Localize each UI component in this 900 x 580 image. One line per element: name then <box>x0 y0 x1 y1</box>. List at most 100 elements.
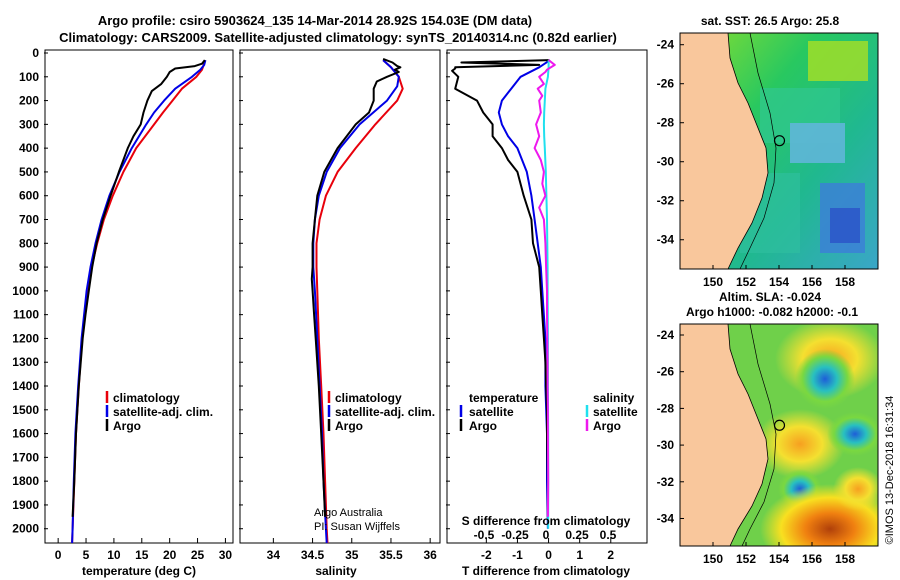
depth-tick-label: 1600 <box>12 427 39 441</box>
salinity-lines <box>310 57 404 544</box>
map-x-tick-label: 150 <box>703 552 723 566</box>
x-tick-label: 2 <box>607 548 614 562</box>
salinity-difference-tick-label: 0.5 <box>600 528 617 542</box>
series-argo <box>71 59 206 517</box>
pi-note: PI: Susan Wijffels <box>314 521 400 533</box>
map-x-tick-label: 152 <box>736 552 756 566</box>
salinity-difference-tick-label: 0 <box>543 528 550 542</box>
depth-tick-label: 100 <box>19 70 39 84</box>
series-t-argo <box>451 59 549 517</box>
sla-low-eddy <box>827 412 878 456</box>
sst-argo-location-marker <box>773 135 786 147</box>
map-y-tick-label: -26 <box>657 77 675 91</box>
x-tick-label: 0 <box>55 548 62 562</box>
legend-climatology-label: climatology <box>113 391 180 405</box>
map-x-tick-label: 156 <box>802 552 822 566</box>
map-y-tick-label: -28 <box>657 116 675 130</box>
x-tick-label: 1 <box>576 548 583 562</box>
depth-tick-label: 1800 <box>12 474 39 488</box>
temperature-panel: 0 5 10 15 20 25 30 temperature (deg C) climato… <box>44 49 234 578</box>
salinity-panel: 34 34.5 35 35.5 36 salinity climatology sate… <box>239 49 441 578</box>
figure-title-line1: Argo profile: csiro 5903624_135 14-Mar-2… <box>98 13 532 28</box>
sst-cool-patch <box>830 208 860 243</box>
sla-high-eddy <box>833 467 878 511</box>
temperature-legend: climatology satellite-adj. clim. Argo <box>105 391 213 433</box>
legend-t-satellite-label: satellite <box>469 405 514 419</box>
series-climatology <box>315 59 404 544</box>
salinity-difference-tick-label: 0.25 <box>565 528 589 542</box>
x-tick-label: 30 <box>219 548 233 562</box>
sst-warm-patch <box>808 41 868 81</box>
legend-salinity-title: salinity <box>593 391 635 405</box>
temperature-plot-frame <box>44 49 234 544</box>
map-y-tick-label: -34 <box>657 511 675 525</box>
map-x-tick-label: 150 <box>703 275 723 289</box>
difference-ticks: -2 -1 0 1 2 <box>446 52 614 562</box>
map-y-tick-label: -26 <box>657 365 675 379</box>
depth-tick-label: 1100 <box>13 308 39 322</box>
temperature-xlabel: temperature (deg C) <box>82 564 196 578</box>
temperature-lines <box>71 59 207 544</box>
depth-tick-label: 2000 <box>12 522 39 536</box>
salinity-difference-label: S difference from climatology <box>462 514 631 528</box>
depth-tick-label: 1200 <box>12 331 39 345</box>
sla-high-eddy <box>755 409 845 479</box>
x-tick-label: 35.5 <box>379 548 403 562</box>
sla-low-eddy <box>795 349 855 409</box>
isobath-line <box>739 33 777 269</box>
salinity-ticks: 34 34.5 35 35.5 36 <box>239 52 437 562</box>
map-y-tick-label: -32 <box>657 475 675 489</box>
depth-tick-label: 0 <box>32 46 39 60</box>
depth-tick-label: 1700 <box>12 450 39 464</box>
legend-satellite-label: satellite-adj. clim. <box>113 405 213 419</box>
argo-australia-note: Argo Australia <box>314 507 383 519</box>
depth-tick-label: 1900 <box>12 498 39 512</box>
difference-legend: temperature satellite Argo salinity sate… <box>459 391 638 433</box>
map-x-tick-label: 154 <box>769 275 789 289</box>
salinity-plot-frame <box>239 49 441 544</box>
temperature-ticks: 0 5 10 15 20 25 30 <box>44 52 233 562</box>
sst-map-title: sat. SST: 26.5 Argo: 25.8 <box>701 14 840 28</box>
legend-temperature-title: temperature <box>469 391 539 405</box>
x-tick-label: 34 <box>267 548 281 562</box>
x-tick-label: 20 <box>163 548 177 562</box>
x-tick-label: -1 <box>512 548 523 562</box>
depth-tick-label: 800 <box>19 236 39 250</box>
sla-map-plot <box>680 324 878 546</box>
depth-tick-label: 1300 <box>12 355 39 369</box>
salinity-difference-ticks: -0.5 -0.25 0 0.25 0.5 <box>474 528 617 542</box>
depth-tick-label: 1400 <box>12 379 39 393</box>
depth-axis: 0 100 200 300 400 500 600 700 800 900 1000 1100 1200… <box>12 46 39 536</box>
legend-s-satellite-label: satellite <box>593 405 638 419</box>
x-tick-label: 0 <box>545 548 552 562</box>
x-tick-label: 35 <box>345 548 359 562</box>
series-s-argo <box>533 59 556 517</box>
legend-s-argo-label: Argo <box>593 419 621 433</box>
australia-coastline <box>680 33 769 269</box>
difference-lines <box>451 59 556 529</box>
sla-map-title: Altim. SLA: -0.024 <box>719 290 821 304</box>
salinity-difference-tick-label: -0.5 <box>474 528 495 542</box>
map-x-tick-label: 154 <box>769 552 789 566</box>
depth-tick-label: 700 <box>19 213 39 227</box>
map-y-tick-label: -34 <box>657 233 675 247</box>
legend-climatology-label: climatology <box>335 391 402 405</box>
x-tick-label: 5 <box>83 548 90 562</box>
legend-argo-label: Argo <box>335 419 363 433</box>
sst-map-plot <box>680 33 878 269</box>
depth-tick-label: 400 <box>19 141 39 155</box>
sla-map-subtitle: Argo h1000: -0.082 h2000: -0.1 <box>686 305 858 319</box>
sla-map-panel: Altim. SLA: -0.024 Argo h1000: -0.082 h2… <box>657 290 879 566</box>
sst-cool-patch <box>790 123 845 163</box>
salinity-xlabel: salinity <box>315 564 357 578</box>
map-x-tick-label: 158 <box>835 275 855 289</box>
salinity-difference-tick-label: -0.25 <box>501 528 529 542</box>
map-x-tick-label: 156 <box>802 275 822 289</box>
map-x-tick-label: 158 <box>835 552 855 566</box>
map-y-tick-label: -30 <box>657 155 675 169</box>
imos-credit: ©IMOS 13-Dec-2018 16:31:34 <box>884 396 896 545</box>
depth-tick-label: 200 <box>19 94 39 108</box>
depth-tick-label: 300 <box>19 117 39 131</box>
figure-title-line2: Climatology: CARS2009. Satellite-adjuste… <box>59 30 617 45</box>
sst-map-panel: sat. SST: 26.5 Argo: 25.8 150 152 154 156 15… <box>657 14 879 289</box>
